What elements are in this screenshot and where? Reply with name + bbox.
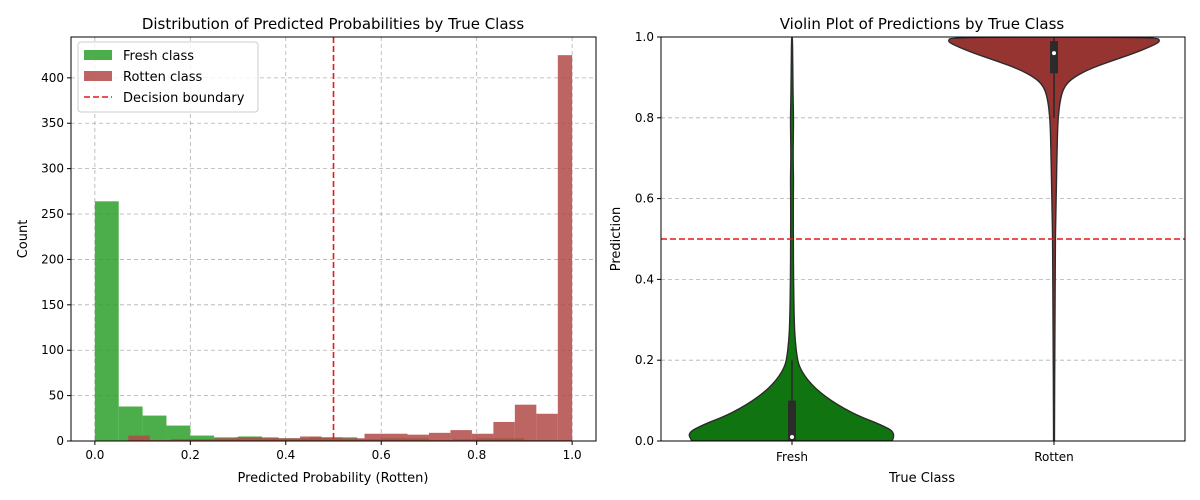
violin-y-tick-label: 1.0 xyxy=(635,30,654,44)
violin-x-ticks: Fresh Rotten xyxy=(776,441,1074,464)
violin-x-tick-label-fresh: Fresh xyxy=(776,450,808,464)
violin-x-label: True Class xyxy=(888,471,955,486)
bar-rotten-class xyxy=(386,433,408,441)
histogram-plot-frame xyxy=(70,36,597,442)
histogram-x-tick-label: 1.0 xyxy=(563,448,582,462)
bar-rotten-class xyxy=(428,432,451,441)
bar-rotten-class xyxy=(321,437,344,441)
histogram-y-tick-label: 200 xyxy=(41,252,64,266)
bar-rotten-class xyxy=(300,436,322,441)
legend-label-fresh: Fresh class xyxy=(123,49,194,64)
histogram-x-tick-label: 0.0 xyxy=(85,448,104,462)
violin-x-tick-label-rotten: Rotten xyxy=(1034,450,1074,464)
bar-rotten-class xyxy=(536,413,558,441)
histogram-x-tick-label: 0.2 xyxy=(181,448,200,462)
histogram-y-label: Count xyxy=(16,220,31,259)
histogram-y-tick-label: 150 xyxy=(41,298,64,312)
bar-rotten-class xyxy=(514,404,537,441)
legend-frame xyxy=(77,41,259,113)
violin-y-ticks: 0.0 0.2 0.4 0.6 0.8 1.0 xyxy=(635,30,661,448)
histogram-x-tick-label: 0.6 xyxy=(372,448,391,462)
bar-rotten-class xyxy=(192,439,215,441)
histogram-x-tick-label: 0.4 xyxy=(276,448,295,462)
bar-fresh-class xyxy=(94,201,119,441)
bar-rotten-class xyxy=(214,438,236,441)
legend-label-rotten: Rotten class xyxy=(123,70,202,85)
bar-rotten-class xyxy=(235,437,258,441)
bar-fresh-class xyxy=(118,406,143,441)
violin-title: Violin Plot of Predictions by True Class xyxy=(780,15,1065,33)
bar-fresh-class xyxy=(190,435,215,441)
histogram-y-tick-label: 350 xyxy=(41,116,64,130)
histogram-legend: Fresh class Rotten class Decision bounda… xyxy=(77,41,259,113)
violin-y-tick-label: 0.8 xyxy=(635,111,654,125)
histogram-chart: Distribution of Predicted Probabilities … xyxy=(16,15,597,486)
bar-rotten-class xyxy=(343,438,365,441)
bar-rotten-class xyxy=(257,437,279,441)
bar-rotten-class xyxy=(278,438,301,441)
bar-rotten-class xyxy=(450,430,472,441)
histogram-y-tick-label: 100 xyxy=(41,343,64,357)
violin-chart: Violin Plot of Predictions by True Class… xyxy=(609,15,1186,486)
violin-median-fresh xyxy=(790,434,794,439)
legend-label-decision-boundary: Decision boundary xyxy=(123,91,245,106)
violin-y-tick-label: 0.0 xyxy=(635,434,654,448)
legend-swatch-fresh xyxy=(84,50,112,60)
legend-swatch-rotten xyxy=(84,71,112,81)
violin-y-tick-label: 0.6 xyxy=(635,192,654,206)
histogram-y-tick-label: 50 xyxy=(49,389,64,403)
histogram-title: Distribution of Predicted Probabilities … xyxy=(142,15,525,33)
histogram-x-label: Predicted Probability (Rotten) xyxy=(238,471,429,486)
bar-fresh-class xyxy=(142,415,167,441)
bar-rotten-class xyxy=(407,434,429,441)
bar-rotten-class xyxy=(557,55,573,442)
violin-plot-frame xyxy=(660,36,1186,442)
bar-rotten-class xyxy=(128,435,150,441)
histogram-x-ticks: 0.0 0.2 0.4 0.6 0.8 1.0 xyxy=(85,441,582,462)
violin-median-rotten xyxy=(1052,51,1056,56)
bar-rotten-class xyxy=(493,421,515,441)
violin-box-fresh xyxy=(788,400,796,441)
histogram-x-tick-label: 0.8 xyxy=(467,448,486,462)
bar-fresh-class xyxy=(166,425,191,441)
histogram-y-tick-label: 250 xyxy=(41,207,64,221)
histogram-y-ticks: 0 50 100 150 200 250 300 350 400 xyxy=(41,71,71,448)
violin-y-label: Prediction xyxy=(609,207,624,272)
bar-rotten-class xyxy=(471,433,494,441)
violin-y-tick-label: 0.4 xyxy=(635,272,654,286)
histogram-y-tick-label: 300 xyxy=(41,162,64,176)
violin-y-tick-label: 0.2 xyxy=(635,353,654,367)
bar-rotten-class xyxy=(171,439,193,441)
histogram-y-tick-label: 400 xyxy=(41,71,64,85)
bar-rotten-class xyxy=(364,433,386,441)
violin-box-rotten xyxy=(1050,41,1058,74)
histogram-y-tick-label: 0 xyxy=(56,434,64,448)
